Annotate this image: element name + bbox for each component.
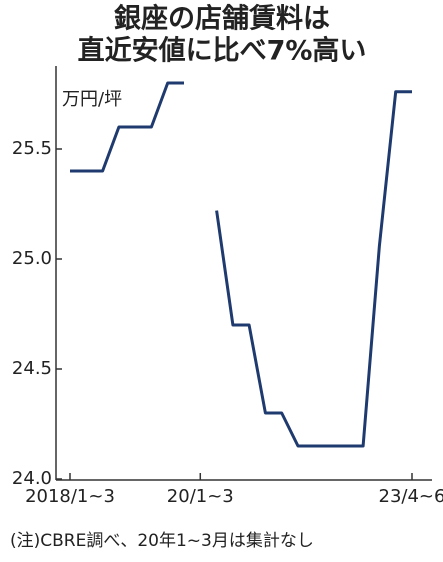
x-tick-label: 23/4~6: [379, 486, 443, 507]
x-tick-label: 20/1~3: [167, 486, 234, 507]
unit-label: 万円/坪: [62, 89, 122, 110]
x-tick-label: 2018/1~3: [25, 486, 115, 507]
y-tick-label: 25.0: [12, 248, 52, 269]
y-tick-label: 25.5: [12, 138, 52, 159]
chart-title: 直近安値に比べ7%高い: [78, 35, 367, 67]
note: (注)CBRE調べ、20年1~3月は集計なし: [10, 531, 314, 551]
y-tick-label: 24.5: [12, 358, 52, 379]
chart-title: 銀座の店舗賃料は: [114, 3, 330, 35]
line: [70, 81, 412, 448]
y-tick-label: 24.0: [12, 468, 52, 489]
